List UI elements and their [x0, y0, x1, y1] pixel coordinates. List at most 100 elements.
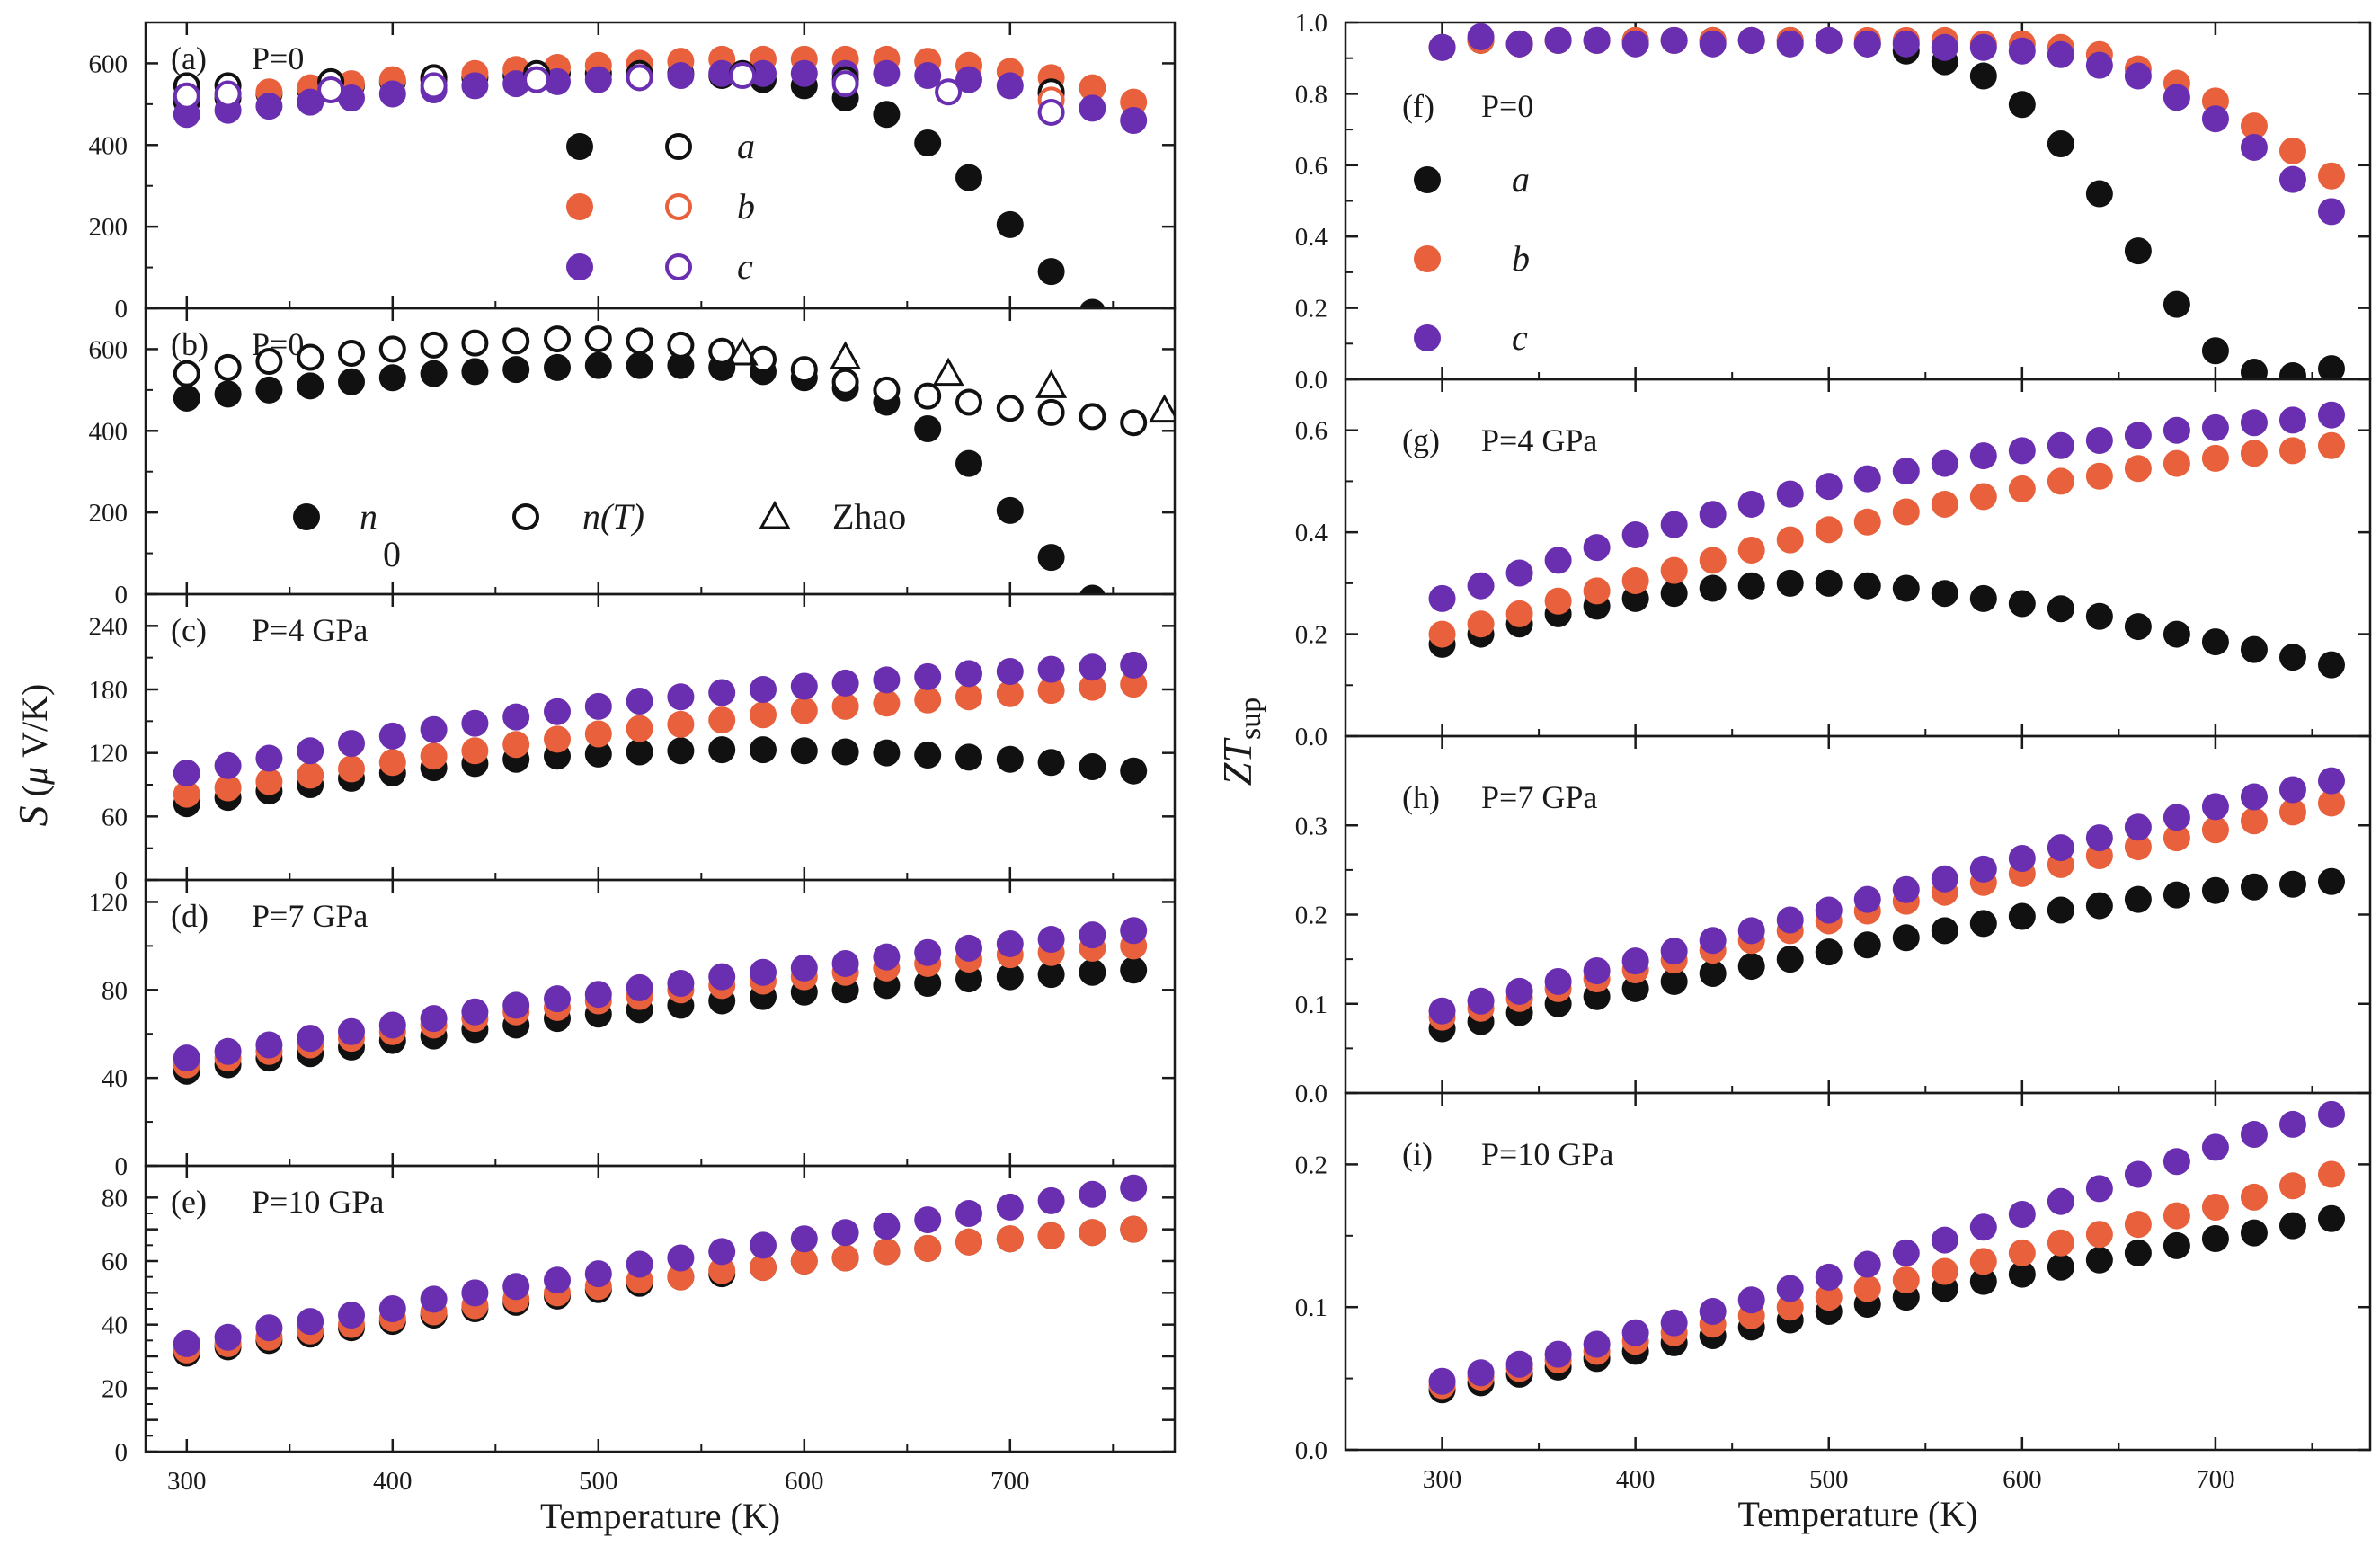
- data-point-c: [1660, 938, 1688, 965]
- panel-condition: P=10 GPa: [1481, 1136, 1613, 1172]
- panel-label: (f): [1402, 88, 1434, 124]
- data-point-b: [1892, 1266, 1920, 1294]
- data-point-c: [173, 760, 200, 787]
- data-point-n(T)-open: [831, 368, 859, 395]
- data-point-c: [2085, 824, 2113, 852]
- y-tick-label: 240: [89, 612, 129, 641]
- data-point-c-open: [831, 70, 859, 98]
- data-point-b: [1621, 567, 1649, 595]
- data-point-a: [2201, 876, 2229, 904]
- data-point-n(T)-open: [297, 343, 324, 371]
- data-point-a: [1737, 953, 1765, 981]
- data-point-c: [1079, 1180, 1106, 1208]
- data-point-c: [1505, 977, 1533, 1005]
- legend-marker-triangle: [759, 500, 791, 529]
- data-point-c: [1699, 927, 1727, 955]
- y-tick-label: 0: [115, 295, 129, 324]
- data-point-c: [2008, 1200, 2036, 1228]
- data-point-c: [297, 1025, 324, 1053]
- data-point-c: [2201, 413, 2229, 441]
- legend-marker-filled: [293, 503, 320, 530]
- panel-condition: P=4 GPa: [252, 612, 368, 648]
- legend-label: c: [1512, 317, 1528, 358]
- data-point-c: [1969, 1213, 1997, 1241]
- data-point-b: [996, 680, 1024, 707]
- data-point-c: [584, 981, 612, 1009]
- data-point-b: [2278, 798, 2306, 826]
- data-point-b: [708, 706, 736, 734]
- data-point-n0: [1037, 544, 1065, 572]
- data-point-a: [2201, 1224, 2229, 1252]
- data-point-c: [1467, 1359, 1495, 1387]
- data-point-a: [1120, 757, 1148, 785]
- data-point-n(T)-open: [1120, 409, 1148, 437]
- data-point-a: [2047, 896, 2074, 924]
- data-point-c: [544, 1266, 571, 1294]
- data-point-b: [2201, 444, 2229, 472]
- data-point-a: [2047, 595, 2074, 623]
- data-point-c: [1892, 1239, 1920, 1266]
- data-point-c: [338, 1017, 365, 1045]
- data-point-c: [750, 676, 777, 703]
- data-point-c: [255, 744, 283, 772]
- data-point-a: [1621, 974, 1649, 1002]
- y-tick-label: 200: [89, 213, 129, 242]
- x-tick-label: 500: [1809, 1465, 1849, 1494]
- y-tick-label: 0.2: [1295, 621, 1328, 650]
- data-point-n0: [420, 360, 448, 387]
- data-point-n0: [338, 368, 365, 395]
- data-point-c: [2085, 51, 2113, 79]
- data-point-b: [502, 731, 530, 759]
- data-point-c-open: [317, 76, 345, 103]
- data-point-b: [1931, 1257, 1958, 1285]
- data-point-c: [790, 1225, 818, 1253]
- data-point-c: [1892, 458, 1920, 485]
- y-tick-label: 600: [89, 49, 129, 78]
- data-point-c: [955, 660, 982, 688]
- data-point-b: [955, 1228, 982, 1256]
- data-point-a: [2085, 1246, 2113, 1274]
- data-point-a: [2124, 613, 2152, 641]
- data-point-c: [2162, 84, 2190, 111]
- data-point-b: [2124, 833, 2152, 861]
- data-point-c: [461, 998, 489, 1026]
- data-point-c: [461, 1279, 489, 1307]
- y-tick-label: 0.0: [1295, 1080, 1328, 1108]
- data-point-a: [1776, 946, 1804, 973]
- data-point-b: [584, 720, 612, 748]
- data-point-b: [2240, 440, 2268, 467]
- data-point-c: [1776, 480, 1804, 508]
- data-point-c: [502, 991, 530, 1019]
- panel-i: 0.0 0.1 0.2 300 400 500 600 700 Temperature (K) (…: [1295, 1091, 2372, 1534]
- data-point-c: [255, 1031, 283, 1059]
- data-point-b: [214, 774, 242, 802]
- data-point-c: [1037, 655, 1065, 683]
- data-point-b: [790, 1248, 818, 1275]
- data-point-c: [2201, 105, 2229, 133]
- y-tick-label: 0.2: [1295, 295, 1328, 324]
- data-point-a: [2278, 362, 2306, 379]
- data-point-b: [2008, 1239, 2036, 1266]
- y-tick-label: 0.4: [1295, 519, 1328, 547]
- data-point-b: [1969, 483, 1997, 511]
- data-point-a: [2317, 651, 2345, 679]
- data-point-c: [1467, 987, 1495, 1015]
- legend-label-zhao: Zhao: [832, 496, 906, 537]
- data-point-c: [750, 958, 777, 986]
- data-point-c: [2085, 1175, 2113, 1203]
- data-point-a: [2085, 180, 2113, 208]
- data-point-c: [996, 72, 1024, 100]
- data-point-n(T)-open: [502, 327, 530, 355]
- data-point-c: [2162, 416, 2190, 444]
- data-point-a: [1853, 931, 1881, 959]
- data-point-a: [626, 738, 653, 766]
- data-point-n(T)-open: [214, 353, 242, 381]
- data-point-c: [873, 59, 901, 87]
- data-point-b: [626, 715, 653, 742]
- data-point-a: [955, 743, 982, 771]
- data-point-n0: [297, 372, 324, 400]
- data-point-c: [1737, 490, 1765, 518]
- data-point-n0: [1079, 584, 1106, 594]
- legend: n0 n(T) Zhao: [293, 496, 906, 574]
- data-point-c: [2278, 776, 2306, 804]
